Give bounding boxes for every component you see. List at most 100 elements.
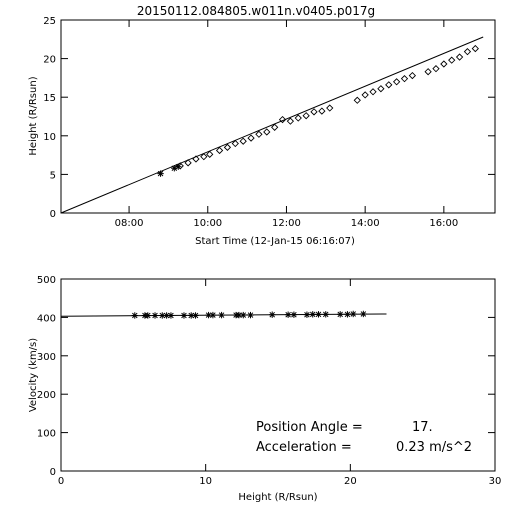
x-tick-label: 08:00 (115, 218, 144, 229)
height-time-plot: 0 5 10 15 20 25 08:00 10:00 12:00 14:00 16:00 Star… (28, 16, 496, 247)
star-point (175, 163, 182, 170)
diamond-point (440, 60, 448, 68)
velocity-height-points (131, 310, 367, 319)
diamond-point (239, 137, 247, 145)
star-point (247, 311, 254, 319)
diamond-point (463, 48, 472, 56)
star-point (269, 311, 276, 318)
diamond-point (286, 117, 295, 125)
star-point (157, 170, 164, 177)
diamond-point (353, 96, 361, 104)
star-point (188, 312, 195, 319)
star-point (205, 311, 212, 319)
diamond-point (318, 107, 326, 115)
y-tick-label: 300 (37, 352, 56, 363)
diamond-point (184, 159, 192, 167)
y-tick-label: 200 (37, 390, 56, 401)
star-point (180, 312, 188, 319)
position-angle-value: 17. (412, 420, 433, 435)
diamond-point (408, 71, 417, 80)
y-tick-label: 0 (50, 467, 56, 478)
diamond-point (471, 44, 479, 53)
diamond-point (424, 68, 432, 76)
star-point (151, 312, 159, 319)
diamond-point (310, 108, 318, 116)
star-point (344, 311, 351, 318)
diamond-point (455, 53, 464, 61)
diamond-point (263, 128, 271, 136)
star-point (240, 311, 247, 319)
x-tick-label: 10:00 (193, 218, 222, 229)
diamond-point (392, 78, 401, 86)
diamond-point (448, 56, 456, 64)
diamond-point (192, 155, 200, 163)
diamond-point (200, 153, 208, 161)
y-tick-label: 400 (37, 313, 56, 324)
diamond-point (369, 88, 377, 96)
y-tick-label: 100 (37, 429, 56, 440)
chart-title: 20150112.084805.w011n.v0405.p017g (137, 4, 375, 18)
star-point (360, 310, 367, 318)
star-point (218, 311, 225, 319)
acceleration-label: Acceleration = (256, 440, 352, 455)
velocity-height-axes: 0 100 200 300 400 500 0 10 20 30 (37, 275, 501, 487)
velocity-height-x-label: Height (R/Rsun) (238, 492, 317, 503)
velocity-height-y-label: Velocity (km/s) (28, 338, 39, 412)
x-tick-label: 0 (58, 476, 64, 487)
star-point (309, 311, 316, 318)
y-tick-label: 0 (50, 209, 56, 220)
diamond-point (231, 139, 239, 148)
x-tick-label: 12:00 (272, 218, 301, 229)
y-tick-label: 5 (50, 170, 56, 181)
star-point (350, 310, 357, 318)
diamond-point (255, 130, 263, 138)
diamond-point (223, 143, 232, 152)
star-point (284, 311, 292, 318)
y-tick-label: 15 (43, 93, 56, 104)
x-tick-label: 16:00 (429, 218, 458, 229)
diamond-point (247, 134, 255, 142)
diamond-point (377, 85, 385, 93)
diamond-point (400, 75, 409, 83)
acceleration-value: 0.23 m/s^2 (396, 440, 472, 455)
height-time-x-label: Start Time (12-Jan-15 06:16:07) (195, 236, 355, 247)
star-point (192, 312, 199, 319)
height-time-plot-frame (60, 19, 496, 214)
diamond-point (215, 146, 224, 155)
diamond-point (206, 150, 214, 158)
star-point (337, 311, 344, 318)
diamond-point (278, 115, 287, 124)
diamond-point (385, 81, 393, 89)
y-tick-label: 20 (43, 55, 56, 66)
x-tick-label: 20 (344, 476, 357, 487)
diamond-point (432, 64, 440, 73)
diamond-point (302, 112, 310, 120)
diamond-point (271, 123, 279, 131)
star-point (315, 311, 322, 318)
velocity-height-plot-frame (60, 278, 496, 472)
star-point (131, 312, 138, 319)
height-time-axes: 0 5 10 15 20 25 08:00 10:00 12:00 14:00 16:00 (43, 16, 495, 229)
y-tick-label: 25 (43, 16, 56, 27)
x-tick-label: 14:00 (351, 218, 380, 229)
x-tick-label: 30 (489, 476, 502, 487)
x-tick-label: 10 (199, 476, 212, 487)
height-time-y-label: Height (R/Rsun) (28, 76, 39, 155)
y-tick-label: 500 (37, 275, 56, 286)
height-time-points (157, 44, 479, 177)
star-point (163, 312, 170, 319)
star-point (144, 312, 151, 319)
star-point (303, 311, 311, 318)
position-angle-label: Position Angle = (256, 420, 363, 435)
height-time-fit-line (60, 36, 484, 214)
diamond-point (294, 114, 302, 122)
diamond-point (326, 104, 334, 112)
star-point (167, 312, 175, 319)
star-point (322, 311, 329, 318)
star-point (209, 311, 217, 319)
y-tick-label: 10 (43, 132, 56, 143)
star-point (290, 311, 298, 318)
diamond-point (361, 91, 369, 99)
